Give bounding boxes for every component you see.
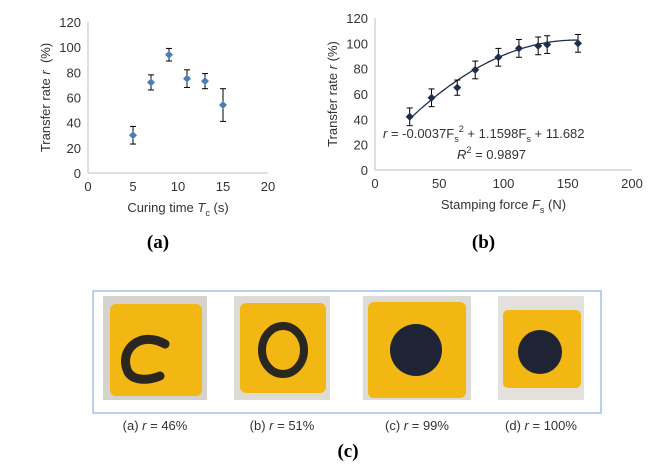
photo-c bbox=[363, 296, 471, 400]
x-tick-label: 50 bbox=[432, 176, 446, 191]
label-part: = 51% bbox=[274, 418, 315, 433]
label-part: 2 bbox=[459, 124, 464, 134]
panel-c-frame bbox=[92, 290, 602, 414]
label-part: (N) bbox=[544, 197, 566, 212]
label-part: = 46% bbox=[147, 418, 188, 433]
label-part: (%) bbox=[325, 41, 340, 65]
x-tick-label: 15 bbox=[216, 179, 230, 194]
label-part: r bbox=[142, 418, 147, 433]
label-part: Stamping force bbox=[441, 197, 532, 212]
photo-label: (a) r = 46% bbox=[123, 418, 188, 433]
y-tick-label: 80 bbox=[354, 62, 368, 77]
point bbox=[147, 78, 155, 87]
y-tick-label: 20 bbox=[67, 141, 81, 156]
point bbox=[183, 74, 191, 83]
label-part: c bbox=[205, 208, 210, 218]
point bbox=[129, 131, 137, 140]
label-part: r bbox=[269, 418, 274, 433]
y-tick-label: 40 bbox=[67, 116, 81, 131]
photo-d bbox=[498, 296, 584, 400]
y-tick-label: 0 bbox=[74, 166, 81, 181]
point bbox=[201, 77, 209, 86]
x-tick-label: 20 bbox=[261, 179, 275, 194]
label-part: s bbox=[540, 205, 545, 215]
label-part: Transfer rate bbox=[38, 75, 53, 153]
point bbox=[494, 53, 503, 62]
photo-label: (d) r = 100% bbox=[505, 418, 577, 433]
x-tick-label: 150 bbox=[557, 176, 579, 191]
photo-a bbox=[103, 296, 207, 400]
y-tick-label: 100 bbox=[346, 36, 368, 51]
y-tick-label: 60 bbox=[354, 87, 368, 102]
label-part: = 0.9897 bbox=[471, 147, 526, 162]
label-part: r bbox=[525, 418, 530, 433]
caption: (b) bbox=[472, 232, 495, 253]
caption: (c) bbox=[337, 441, 358, 462]
x-axis-label: Curing time Tc (s) bbox=[127, 200, 228, 218]
label-part: r bbox=[404, 418, 409, 433]
label-part: s bbox=[454, 134, 459, 144]
point bbox=[405, 112, 414, 121]
point bbox=[453, 83, 462, 92]
label-part: + 1.1598F bbox=[464, 126, 527, 141]
y-tick-label: 120 bbox=[59, 15, 81, 30]
point bbox=[165, 50, 173, 59]
label-part: r bbox=[38, 70, 53, 75]
label-part: (d) bbox=[505, 418, 525, 433]
point bbox=[514, 44, 523, 53]
caption: (a) bbox=[147, 232, 169, 253]
label-part: 2 bbox=[466, 145, 471, 155]
x-tick-label: 5 bbox=[129, 179, 136, 194]
point bbox=[471, 65, 480, 74]
label-part: (s) bbox=[210, 200, 229, 215]
y-tick-label: 20 bbox=[354, 138, 368, 153]
y-tick-label: 100 bbox=[59, 40, 81, 55]
x-tick-label: 100 bbox=[493, 176, 515, 191]
label-part: = 100% bbox=[529, 418, 578, 433]
point bbox=[427, 93, 436, 102]
label-part: (c) bbox=[385, 418, 404, 433]
label-part: = 99% bbox=[408, 418, 449, 433]
label-part: (a) bbox=[123, 418, 143, 433]
trendline bbox=[409, 39, 579, 120]
y-tick-label: 0 bbox=[361, 163, 368, 178]
y-tick-label: 40 bbox=[354, 112, 368, 127]
y-axis-label: Transfer rate r (%) bbox=[38, 43, 53, 152]
label-part: s bbox=[526, 134, 531, 144]
label-part: r bbox=[325, 64, 340, 69]
trend-equation: r = -0.0037Fs2 + 1.1598Fs + 11.682 bbox=[383, 124, 585, 144]
label-part: R bbox=[457, 147, 466, 162]
label-part: + 11.682 bbox=[531, 126, 585, 141]
label-part: Transfer rate bbox=[325, 69, 340, 147]
point bbox=[534, 41, 543, 50]
y-tick-label: 80 bbox=[67, 65, 81, 80]
photo-label: (c) r = 99% bbox=[385, 418, 449, 433]
x-tick-label: 0 bbox=[84, 179, 91, 194]
y-tick-label: 60 bbox=[67, 91, 81, 106]
x-tick-label: 0 bbox=[371, 176, 378, 191]
photo-label: (b) r = 51% bbox=[250, 418, 315, 433]
photo-b bbox=[234, 296, 330, 400]
x-axis-label: Stamping force Fs (N) bbox=[441, 197, 566, 215]
point bbox=[543, 40, 552, 49]
label-part: (%) bbox=[38, 43, 53, 70]
label-part: T bbox=[197, 200, 206, 215]
x-tick-label: 10 bbox=[171, 179, 185, 194]
r-squared: R2 = 0.9897 bbox=[457, 145, 526, 162]
point bbox=[219, 101, 227, 110]
label-part: r bbox=[383, 126, 388, 141]
point bbox=[574, 39, 583, 48]
y-tick-label: 120 bbox=[346, 11, 368, 26]
label-part: F bbox=[532, 197, 541, 212]
label-part: Curing time bbox=[127, 200, 197, 215]
y-axis-label: Transfer rate r (%) bbox=[325, 41, 340, 147]
x-tick-label: 200 bbox=[621, 176, 643, 191]
label-part: = -0.0037F bbox=[387, 126, 454, 141]
label-part: (b) bbox=[250, 418, 270, 433]
